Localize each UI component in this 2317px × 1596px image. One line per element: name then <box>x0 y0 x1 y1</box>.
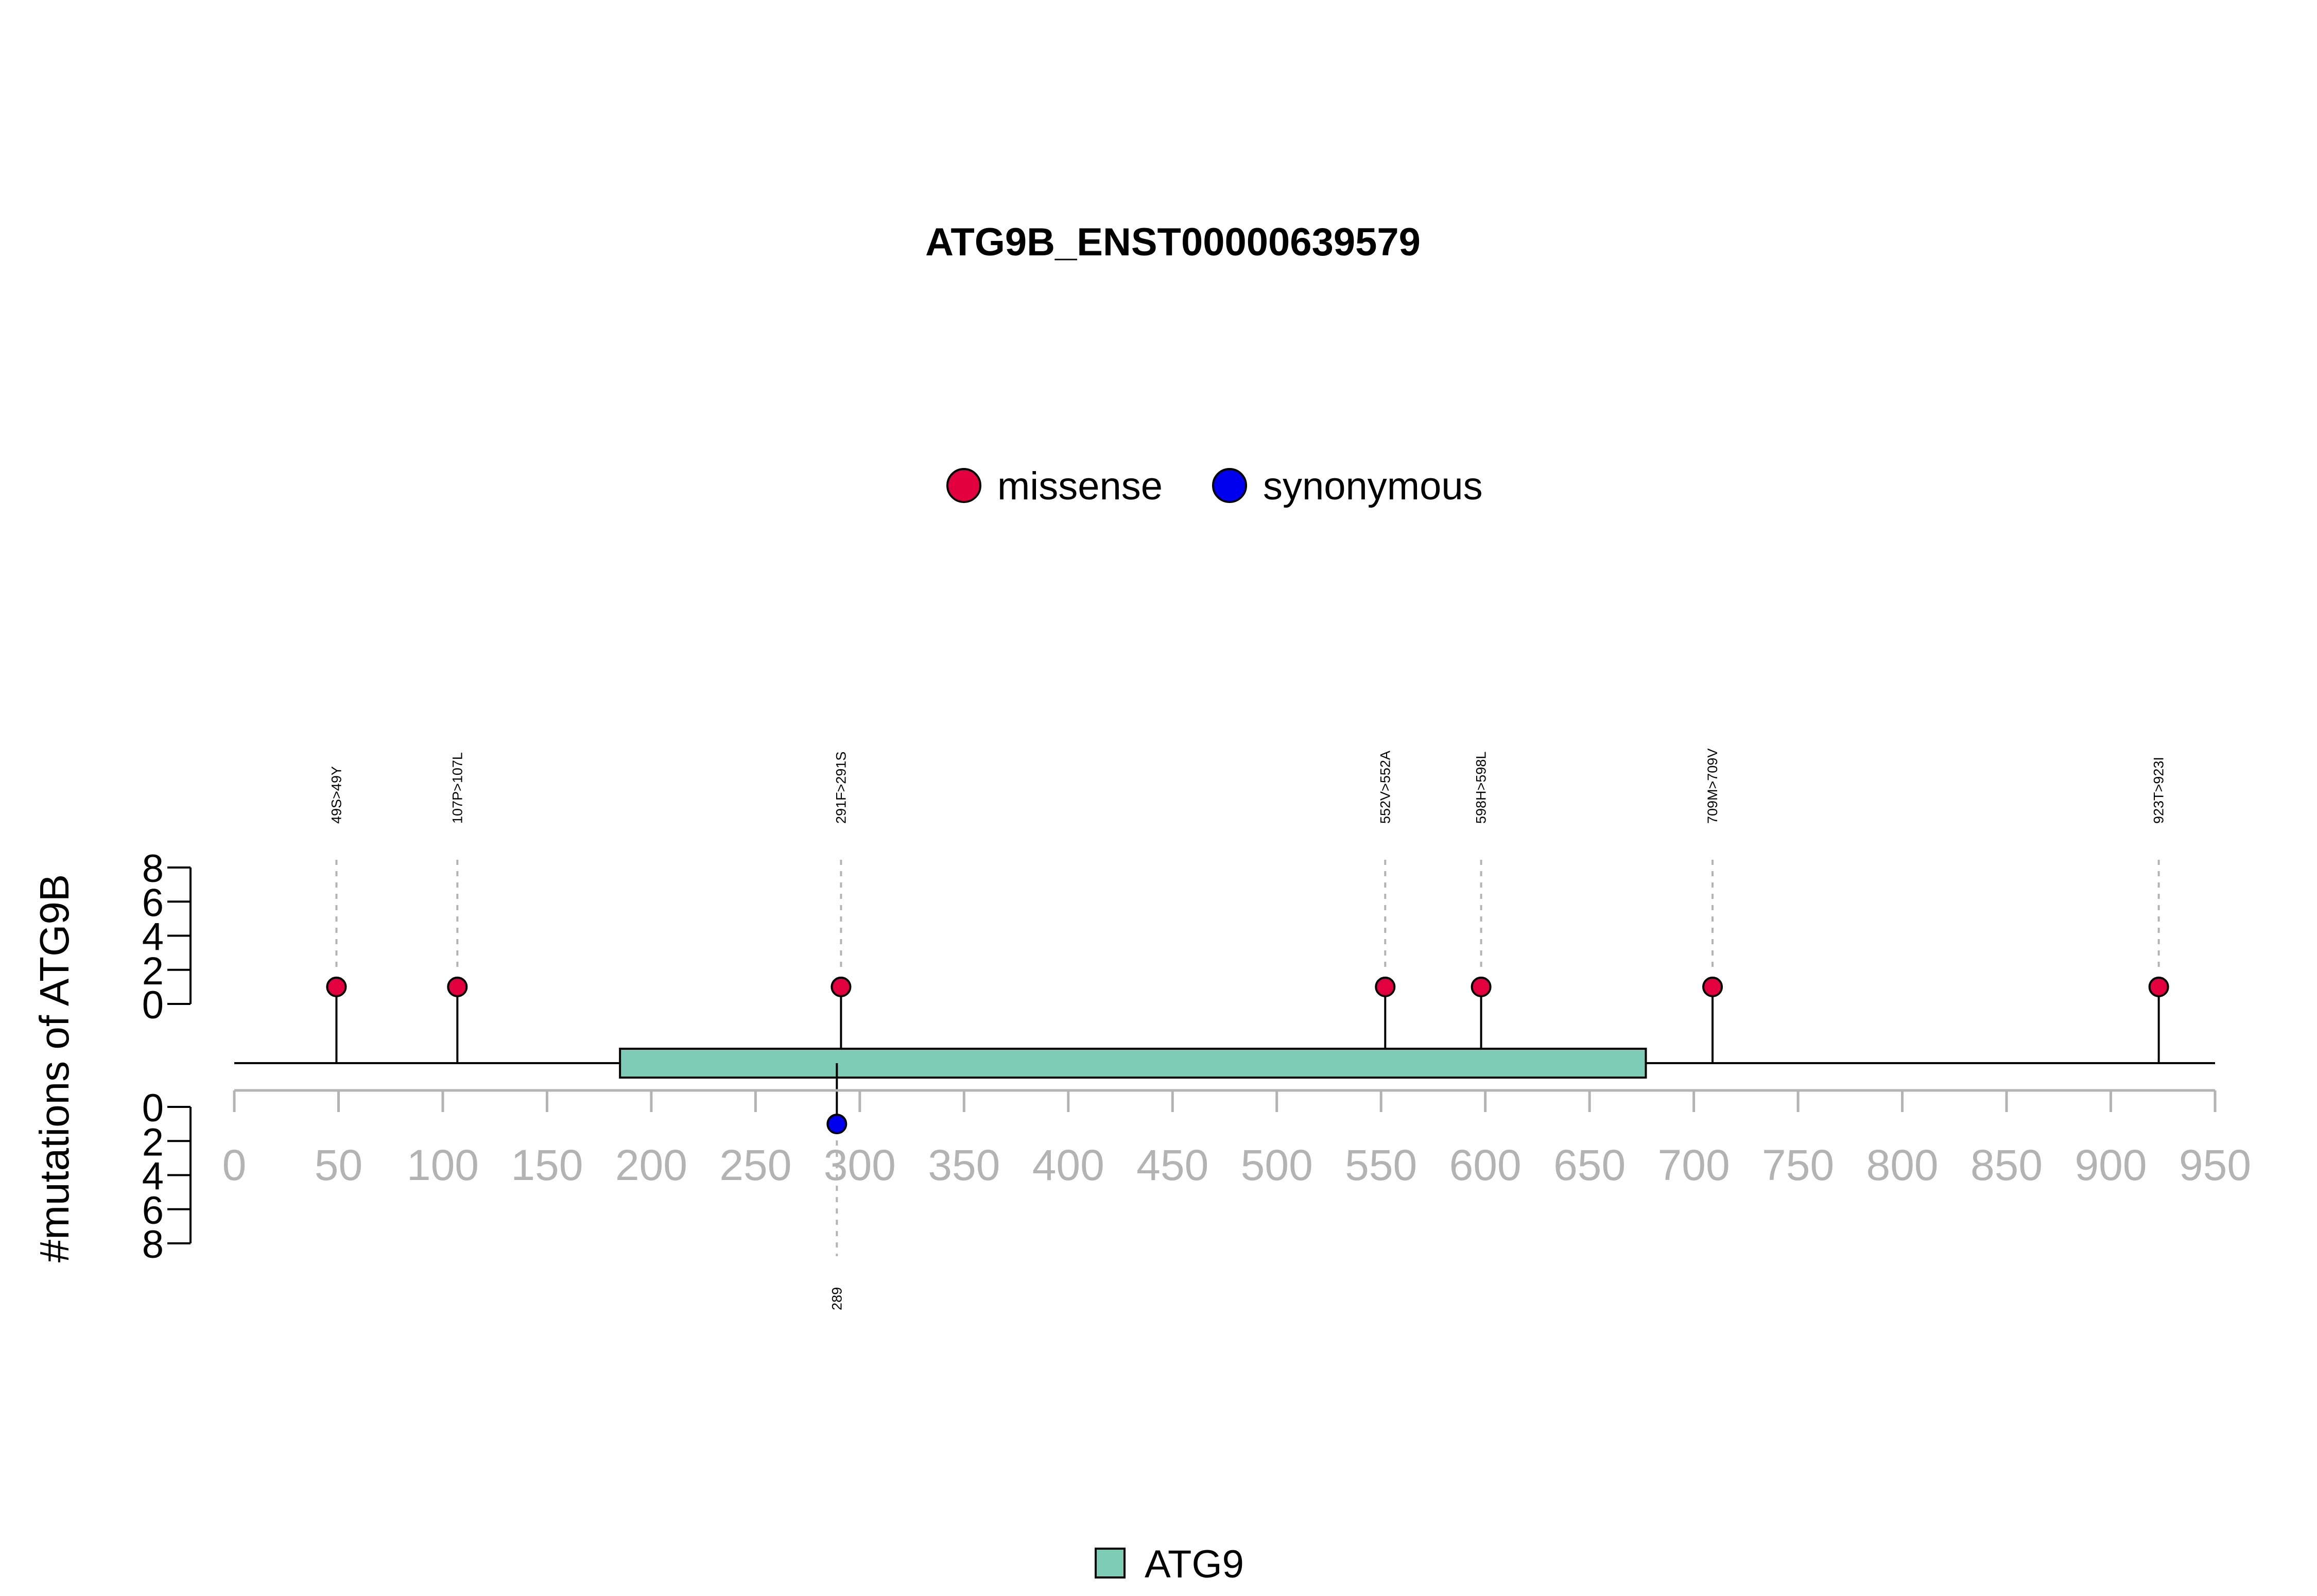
x-tick-label-500: 500 <box>1241 1141 1313 1189</box>
x-tick-label-450: 450 <box>1136 1141 1208 1189</box>
y-bottom-tick-label-2: 2 <box>142 1120 164 1164</box>
mutation-point-598-missense <box>1471 976 1492 997</box>
mutation-label-598-missense: 598H>598L <box>1474 752 1489 824</box>
x-tick-label-900: 900 <box>2074 1141 2147 1189</box>
x-tick-label-700: 700 <box>1658 1141 1730 1189</box>
mutation-point-923-missense <box>2148 976 2169 997</box>
y-top-tick-label-8: 8 <box>142 847 164 891</box>
mutation-point-289-synonymous <box>826 1114 848 1135</box>
domain-legend: ATG9 <box>1095 1542 1244 1586</box>
y-top-tick-label-2: 2 <box>142 949 164 993</box>
x-tick-label-50: 50 <box>315 1141 362 1189</box>
domain-legend-swatch-ATG9 <box>1095 1548 1126 1578</box>
protein-backbone <box>234 1048 2215 1079</box>
x-tick-label-650: 650 <box>1553 1141 1626 1189</box>
mutations-bottom: 289 <box>826 1063 848 1310</box>
legend-marker-missense <box>946 468 981 503</box>
y-bottom-tick-label-6: 6 <box>142 1189 164 1233</box>
mutation-label-923-missense: 923T>923I <box>2151 757 2167 824</box>
x-tick-label-100: 100 <box>407 1141 479 1189</box>
y-axis-label: #mutations of ATG9B <box>31 874 77 1262</box>
x-tick-label-400: 400 <box>1032 1141 1104 1189</box>
x-tick-label-800: 800 <box>1866 1141 1939 1189</box>
x-axis: 0 50 100 150 200 250 300 350 400 450 500 550 600 650 7… <box>222 1089 2251 1189</box>
x-tick-label-850: 850 <box>1970 1141 2043 1189</box>
mutation-point-709-missense <box>1702 976 1723 997</box>
legend-label-missense: missense <box>997 464 1163 508</box>
x-tick-label-200: 200 <box>615 1141 687 1189</box>
mutation-label-49-missense: 49S>49Y <box>328 766 344 824</box>
x-tick-label-150: 150 <box>511 1141 583 1189</box>
domain-ATG9 <box>619 1048 1647 1079</box>
y-bottom-tick-label-4: 4 <box>142 1155 164 1199</box>
legend-marker-synonymous <box>1212 468 1247 503</box>
x-tick-label-750: 750 <box>1762 1141 1834 1189</box>
mutation-label-709-missense: 709M>709V <box>1705 749 1720 824</box>
y-top-tick-label-4: 4 <box>142 915 164 959</box>
y-top-tick-label-6: 6 <box>142 881 164 925</box>
x-tick-label-550: 550 <box>1345 1141 1417 1189</box>
mutation-point-107-missense <box>447 976 468 997</box>
x-tick-label-300: 300 <box>824 1141 896 1189</box>
mutations-top: 49S>49Y 107P>107L 291F>291S 552V>552A 598H>5… <box>326 749 2169 1063</box>
x-tick-label-950: 950 <box>2179 1141 2251 1189</box>
mutation-point-49-missense <box>326 976 347 997</box>
y-bottom-tick-label-0: 0 <box>142 1086 164 1130</box>
chart-title: ATG9B_ENST00000639579 <box>925 220 1421 264</box>
x-tick-label-350: 350 <box>928 1141 1000 1189</box>
mutation-label-291-missense: 291F>291S <box>833 752 849 824</box>
x-tick-label-600: 600 <box>1449 1141 1521 1189</box>
mutation-point-291-missense <box>831 976 852 997</box>
mutation-point-552-missense <box>1375 976 1396 997</box>
mutation-label-289-synonymous: 289 <box>829 1287 844 1310</box>
y-top-tick-label-0: 0 <box>142 983 164 1027</box>
mutation-label-552-missense: 552V>552A <box>1377 751 1393 824</box>
legend-label-synonymous: synonymous <box>1263 464 1483 508</box>
mutation-label-107-missense: 107P>107L <box>449 752 465 824</box>
mutation-type-legend: missense synonymous <box>946 464 1483 508</box>
x-tick-label-0: 0 <box>222 1141 247 1189</box>
x-tick-label-250: 250 <box>719 1141 791 1189</box>
domain-legend-label-ATG9: ATG9 <box>1145 1542 1244 1586</box>
y-bottom-tick-label-8: 8 <box>142 1223 164 1267</box>
